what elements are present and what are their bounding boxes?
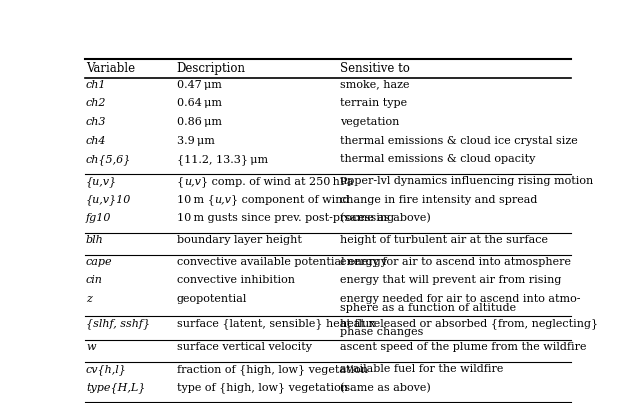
Text: thermal emissions & cloud opacity: thermal emissions & cloud opacity [340, 154, 536, 164]
Text: surface vertical velocity: surface vertical velocity [177, 342, 312, 352]
Text: z: z [86, 294, 92, 304]
Text: fraction of {high, low} vegetation: fraction of {high, low} vegetation [177, 364, 368, 375]
Text: cin: cin [86, 275, 103, 285]
Text: 3.9 μm: 3.9 μm [177, 135, 214, 145]
Text: ch{5,6}: ch{5,6} [86, 154, 131, 165]
Text: ch4: ch4 [86, 135, 106, 145]
Text: ascent speed of the plume from the wildfire: ascent speed of the plume from the wildf… [340, 342, 587, 352]
Text: available fuel for the wildfire: available fuel for the wildfire [340, 364, 504, 374]
Text: } component of wind: } component of wind [231, 195, 350, 205]
Text: convective inhibition: convective inhibition [177, 275, 295, 285]
Text: } comp. of wind at 250 hPa: } comp. of wind at 250 hPa [201, 176, 353, 187]
Text: height of turbulent air at the surface: height of turbulent air at the surface [340, 235, 548, 245]
Text: type{H,L}: type{H,L} [86, 382, 145, 393]
Text: {11.2, 13.3} μm: {11.2, 13.3} μm [177, 154, 268, 165]
Text: smoke, haze: smoke, haze [340, 80, 410, 90]
Text: heat released or absorbed {from, neglecting}: heat released or absorbed {from, neglect… [340, 318, 598, 329]
Text: ch3: ch3 [86, 117, 106, 127]
Text: thermal emissions & cloud ice crystal size: thermal emissions & cloud ice crystal si… [340, 135, 578, 145]
Text: energy that will prevent air from rising: energy that will prevent air from rising [340, 275, 562, 285]
Text: energy needed for air to ascend into atmo-: energy needed for air to ascend into atm… [340, 294, 581, 304]
Text: {slhf, sshf}: {slhf, sshf} [86, 318, 150, 329]
Text: ch2: ch2 [86, 98, 106, 108]
Text: upper-lvl dynamics influencing rising motion: upper-lvl dynamics influencing rising mo… [340, 176, 594, 186]
Text: 10 m gusts since prev. post-processing: 10 m gusts since prev. post-processing [177, 213, 394, 223]
Text: boundary layer height: boundary layer height [177, 235, 301, 245]
Text: convective available potential energy: convective available potential energy [177, 257, 387, 266]
Text: surface {latent, sensible} heat flux: surface {latent, sensible} heat flux [177, 318, 375, 329]
Text: 0.86 μm: 0.86 μm [177, 117, 221, 127]
Text: Sensitive to: Sensitive to [340, 62, 410, 75]
Text: u,v: u,v [214, 195, 231, 204]
Text: ch1: ch1 [86, 80, 106, 90]
Text: geopotential: geopotential [177, 294, 247, 304]
Text: fg10: fg10 [86, 213, 111, 223]
Text: change in fire intensity and spread: change in fire intensity and spread [340, 195, 538, 204]
Text: (same as above): (same as above) [340, 382, 431, 393]
Text: {u,v}: {u,v} [86, 176, 117, 187]
Text: energy for air to ascend into atmosphere: energy for air to ascend into atmosphere [340, 257, 572, 266]
Text: 0.64 μm: 0.64 μm [177, 98, 221, 108]
Text: {: { [177, 176, 184, 187]
Text: type of {high, low} vegetation: type of {high, low} vegetation [177, 382, 348, 393]
Text: cape: cape [86, 257, 113, 266]
Text: terrain type: terrain type [340, 98, 408, 108]
Text: u,v: u,v [184, 176, 201, 186]
Text: blh: blh [86, 235, 104, 245]
Text: {u,v}10: {u,v}10 [86, 195, 131, 205]
Text: 10 m {: 10 m { [177, 195, 214, 205]
Text: Description: Description [177, 62, 246, 75]
Text: sphere as a function of altitude: sphere as a function of altitude [340, 303, 516, 313]
Text: Variable: Variable [86, 62, 135, 75]
Text: w: w [86, 342, 95, 352]
Text: phase changes: phase changes [340, 327, 424, 337]
Text: vegetation: vegetation [340, 117, 400, 127]
Text: (same as above): (same as above) [340, 213, 431, 223]
Text: 0.47 μm: 0.47 μm [177, 80, 221, 90]
Text: cv{h,l}: cv{h,l} [86, 364, 127, 375]
